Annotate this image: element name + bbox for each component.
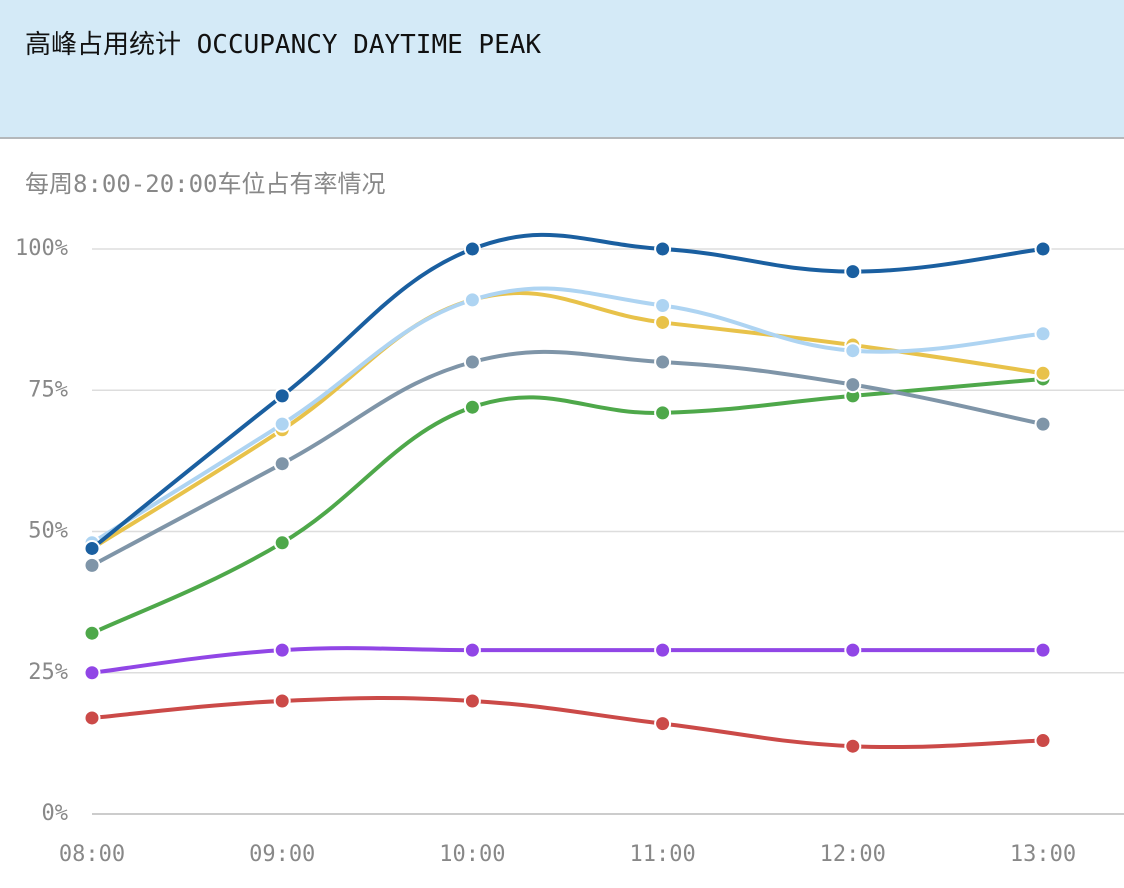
x-tick-label: 10:00 <box>439 842 505 867</box>
header: 高峰占用统计 OCCUPANCY DAYTIME PEAK <box>0 0 1124 139</box>
point <box>273 387 291 405</box>
point <box>463 398 481 416</box>
point <box>654 353 672 371</box>
point <box>83 709 101 727</box>
series-line <box>90 232 1044 551</box>
point <box>844 376 862 394</box>
point <box>844 263 862 281</box>
y-tick-label: 0% <box>42 801 69 826</box>
y-tick-label: 25% <box>28 660 68 685</box>
series-line <box>91 646 1043 675</box>
point <box>83 556 101 574</box>
point <box>1034 732 1052 750</box>
point <box>1034 325 1052 343</box>
point <box>1034 240 1052 258</box>
x-tick-label: 09:00 <box>249 842 315 867</box>
point <box>654 297 672 314</box>
point <box>273 692 291 710</box>
point <box>463 692 481 710</box>
point <box>273 534 291 552</box>
subtitle: 每周8:00-20:00车位占有率情况 <box>25 170 386 198</box>
point <box>83 664 101 682</box>
series-line <box>90 286 1044 545</box>
series-line <box>91 696 1044 750</box>
point <box>463 240 481 258</box>
point <box>83 539 101 557</box>
x-tick-label: 08:00 <box>59 842 125 867</box>
point <box>83 624 101 642</box>
series-line <box>90 291 1044 551</box>
point <box>654 715 672 733</box>
point <box>844 641 862 659</box>
point <box>654 313 672 331</box>
x-tick-label: 12:00 <box>820 842 886 867</box>
point <box>654 641 672 659</box>
series-line <box>91 376 1044 636</box>
x-tick-label: 11:00 <box>629 842 695 867</box>
point <box>844 737 862 755</box>
point <box>1034 364 1052 382</box>
point <box>844 342 862 360</box>
point <box>463 291 481 309</box>
y-tick-label: 100% <box>15 236 68 261</box>
point <box>273 641 291 659</box>
series-line <box>91 349 1044 568</box>
header-title: 高峰占用统计 OCCUPANCY DAYTIME PEAK <box>25 30 542 60</box>
y-tick-label: 75% <box>28 377 68 402</box>
point <box>463 641 481 659</box>
point <box>273 455 291 473</box>
point <box>654 404 672 422</box>
point <box>273 415 291 433</box>
y-tick-label: 50% <box>28 519 68 544</box>
point <box>1034 641 1052 659</box>
point <box>654 240 672 258</box>
point <box>463 353 481 371</box>
point <box>1034 415 1052 433</box>
x-tick-label: 13:00 <box>1010 842 1076 867</box>
